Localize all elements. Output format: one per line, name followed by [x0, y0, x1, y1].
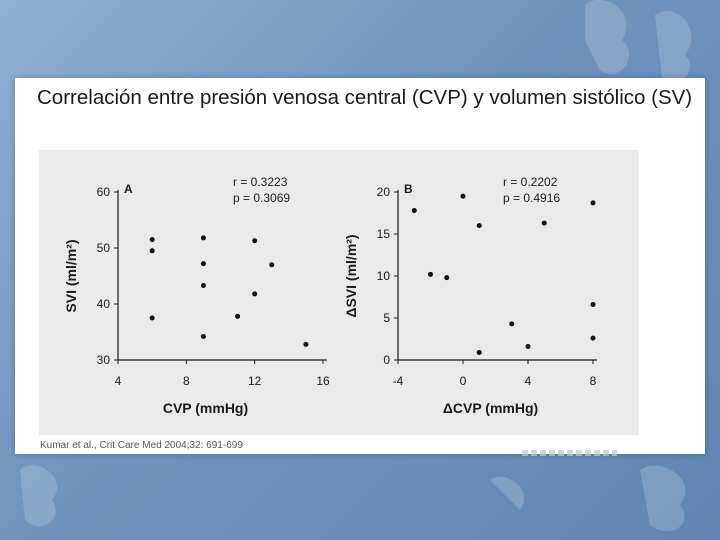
panel-a-data-point — [303, 341, 309, 347]
panel-b-data-point — [428, 271, 433, 277]
panel-a-data-point — [149, 248, 155, 254]
butterfly-icon — [655, 10, 692, 82]
panel-a-data-point — [200, 333, 206, 339]
panel-a-x-tick-label: 8 — [183, 374, 190, 388]
panel-b-y-tick-label: 20 — [377, 185, 391, 199]
panel-b-x-tick-label: 4 — [525, 374, 532, 388]
panel-a-data-point — [200, 261, 206, 267]
panel-a-y-tick-label: 50 — [97, 241, 111, 255]
panel-a-y-axis-label: SVI (ml/m²) — [63, 239, 79, 312]
panel-b-data-point — [509, 321, 515, 327]
butterfly-icon — [490, 476, 525, 510]
citation: Kumar et al., Crit Care Med 2004;32: 691… — [40, 440, 243, 451]
panel-b-data-point — [476, 223, 482, 229]
source-watermark — [522, 450, 617, 456]
panel-a-annotation: r = 0.3223 — [233, 175, 288, 189]
panel-b-data-point — [476, 349, 482, 355]
panel-a-data-point — [149, 315, 155, 321]
panel-a-y-tick-label: 30 — [97, 353, 111, 367]
panel-b-annotation: r = 0.2202 — [503, 175, 558, 189]
panel-b-data-point — [590, 335, 596, 341]
panel-b-y-axis-label: ΔSVI (ml/m²) — [343, 234, 359, 317]
panel-b-data-point — [590, 200, 596, 206]
panel-b-data-point — [411, 207, 417, 213]
panel-a-annotation: p = 0.3069 — [233, 191, 290, 205]
panel-a-y-tick-label: 60 — [97, 185, 111, 199]
panel-b-y-tick-label: 5 — [383, 311, 390, 325]
panel-b-data-point — [590, 302, 596, 308]
panel-a-x-tick-label: 16 — [316, 374, 330, 388]
panel-b-data-point — [460, 193, 466, 199]
panel-b-y-tick-label: 15 — [377, 227, 391, 241]
page-title: Correlación entre presión venosa central… — [37, 86, 693, 109]
panel-a-data-point — [149, 237, 155, 243]
butterfly-icon — [585, 0, 629, 75]
panel-b-y-tick-label: 0 — [383, 353, 390, 367]
panel-b-x-tick-label: -4 — [393, 374, 404, 388]
panel-a-x-axis-label: CVP (mmHg) — [163, 400, 248, 416]
panel-a-letter: A — [124, 182, 133, 196]
panel-a-y-tick-label: 40 — [97, 297, 111, 311]
panel-b-x-axis-label: ΔCVP (mmHg) — [443, 400, 538, 416]
panel-b-x-tick-label: 0 — [460, 374, 467, 388]
panel-a-data-point — [200, 235, 206, 241]
figure-panel — [39, 150, 639, 435]
panel-b-letter: B — [404, 182, 413, 196]
panel-b-y-tick-label: 10 — [377, 269, 391, 283]
panel-a-x-tick-label: 4 — [115, 374, 122, 388]
panel-b-x-tick-label: 8 — [590, 374, 597, 388]
panel-a-data-point — [269, 262, 275, 268]
panel-a-data-point — [252, 291, 258, 297]
panel-a-data-point — [252, 238, 258, 244]
panel-b-data-point — [541, 220, 547, 226]
butterfly-icon — [20, 465, 58, 527]
panel-b-annotation: p = 0.4916 — [503, 191, 560, 205]
panel-b-data-point — [525, 344, 531, 350]
panel-b-data-point — [444, 275, 450, 281]
panel-a-x-tick-label: 12 — [248, 374, 262, 388]
panel-a-data-point — [235, 313, 241, 319]
panel-a-data-point — [200, 283, 206, 289]
butterfly-icon — [640, 465, 686, 532]
